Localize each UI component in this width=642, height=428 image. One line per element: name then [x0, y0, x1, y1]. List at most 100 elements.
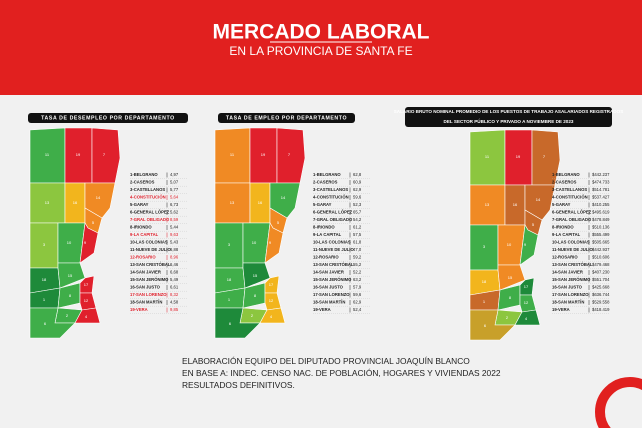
row-name: 9-LA CAPITAL [130, 232, 159, 237]
row-name: 18-SAN MARTÍN [313, 300, 345, 305]
map-label: 19 [261, 152, 266, 157]
map-label: 3 [228, 242, 231, 247]
row-name: 19-VERA [313, 307, 331, 312]
map-label: 7 [103, 152, 106, 157]
map-label: 8 [69, 293, 72, 298]
map-label: 14 [96, 195, 101, 200]
map-label: 3 [483, 244, 486, 249]
row-value: 62,8 [353, 172, 362, 177]
row-value: $510.136 [592, 225, 610, 230]
section-header [405, 107, 612, 127]
map-label: 2 [251, 313, 254, 318]
row-name: 19-VERA [552, 307, 570, 312]
row-value: 6,68 [170, 270, 179, 275]
map-label: 12 [269, 298, 274, 303]
row-value: 59,6 [353, 195, 362, 200]
map-label: 14 [536, 197, 541, 202]
map-label: 7 [288, 152, 291, 157]
row-name: 12-ROSARIO [313, 255, 339, 260]
row-name: 8-IRIONDO [130, 225, 152, 230]
map-label: 2 [66, 313, 69, 318]
row-name: 4-CONSTITUCIÓN [130, 195, 166, 200]
row-value: 59,6 [353, 292, 362, 297]
row-value: 63,2 [353, 277, 362, 282]
row-value: 65,7 [353, 210, 362, 215]
row-name: 14-SAN JAVIER [313, 270, 344, 275]
map-label: 9 [269, 240, 272, 245]
row-value: $551.704 [592, 277, 610, 282]
row-value: 8,32 [170, 292, 179, 297]
row-value: 47,0 [353, 247, 362, 252]
map-label: 18 [482, 279, 487, 284]
row-name: 18-SAN MARTÍN [552, 300, 584, 305]
map-label: 16 [73, 200, 78, 205]
subtitle: EN LA PROVINCIA DE SANTA FE [229, 44, 412, 58]
row-value: 57,9 [353, 285, 362, 290]
row-name: 15-SAN JERÓNIMO [313, 277, 352, 282]
row-name: 11-NUEVE DE JULIO [130, 247, 171, 252]
row-name: 2-CASEROS [313, 180, 338, 185]
map-label: 18 [42, 277, 47, 282]
map-label: 12 [524, 300, 529, 305]
row-name: 7-GRAL OBLIGADO [130, 217, 170, 222]
row-value: $636.744 [592, 292, 610, 297]
row-name: 13-SAN CRISTÓBAL [552, 262, 593, 267]
row-name: 19-VERA [130, 307, 148, 312]
row-value: 52,2 [353, 270, 362, 275]
row-value: 6,61 [170, 285, 179, 290]
row-name: 13-SAN CRISTÓBAL [313, 262, 354, 267]
map-label: 14 [281, 195, 286, 200]
map-label: 8 [509, 295, 512, 300]
row-name: 17-SAN LORENZO [313, 292, 350, 297]
row-value: $407.230 [592, 270, 610, 275]
row-name: 3-CASTELLANOS [130, 187, 165, 192]
row-value: 61,2 [353, 225, 362, 230]
row-value: 8,59 [170, 217, 179, 222]
row-value: 5,44 [170, 225, 179, 230]
map-label: 13 [230, 200, 235, 205]
row-value: $529.558 [592, 300, 610, 305]
map-label: 1 [43, 297, 46, 302]
map-label: 15 [68, 273, 73, 278]
row-name: 1-BELGRANO [552, 172, 580, 177]
row-name: 5-GARAY [130, 202, 149, 207]
row-value: 5,07 [170, 180, 179, 185]
map-label: 11 [230, 152, 235, 157]
map-label: 16 [258, 200, 263, 205]
row-value: $418.419 [592, 307, 610, 312]
row-name: 9-LA CAPITAL [552, 232, 581, 237]
row-value: 59,2 [353, 255, 362, 260]
map-label: 8 [254, 293, 257, 298]
row-name: 6-GENERAL LÓPEZ [313, 210, 353, 215]
row-name: 12-ROSARIO [552, 255, 578, 260]
map [214, 127, 306, 339]
footer-line: RESULTADOS DEFINITIVOS. [182, 380, 295, 390]
map-label: 10 [67, 240, 72, 245]
row-name: 2-CASEROS [130, 180, 155, 185]
map-label: 19 [76, 152, 81, 157]
row-name: 14-SAN JAVIER [552, 270, 583, 275]
row-value: $474.733 [592, 180, 610, 185]
row-value: 5,77 [170, 187, 179, 192]
row-name: 2-CASEROS [552, 180, 577, 185]
row-name: 15-SAN JERÓNIMO [552, 277, 591, 282]
map-label: 17 [524, 284, 529, 289]
map-label: 6 [44, 321, 47, 326]
row-value: 5,43 [170, 240, 179, 245]
row-value: 5,62 [170, 210, 179, 215]
map-label: 5 [92, 220, 95, 225]
row-name: 16-SAN JUSTO [552, 285, 583, 290]
row-name: 13-SAN CRISTÓBAL [130, 262, 171, 267]
row-value: 9,85 [170, 307, 179, 312]
section-title: DEL SECTOR PÚBLICO Y PRIVADO A NOVIEMBRE… [444, 118, 574, 124]
map-label: 5 [277, 220, 280, 225]
map-label: 13 [45, 200, 50, 205]
row-name: 1-BELGRANO [130, 172, 158, 177]
row-value: 52,4 [353, 307, 362, 312]
map-label: 1 [228, 297, 231, 302]
row-name: 5-GARAY [313, 202, 332, 207]
map-label: 4 [270, 314, 273, 319]
row-value: 6,73 [170, 202, 179, 207]
map-label: 15 [253, 273, 258, 278]
map-label: 5 [532, 222, 535, 227]
